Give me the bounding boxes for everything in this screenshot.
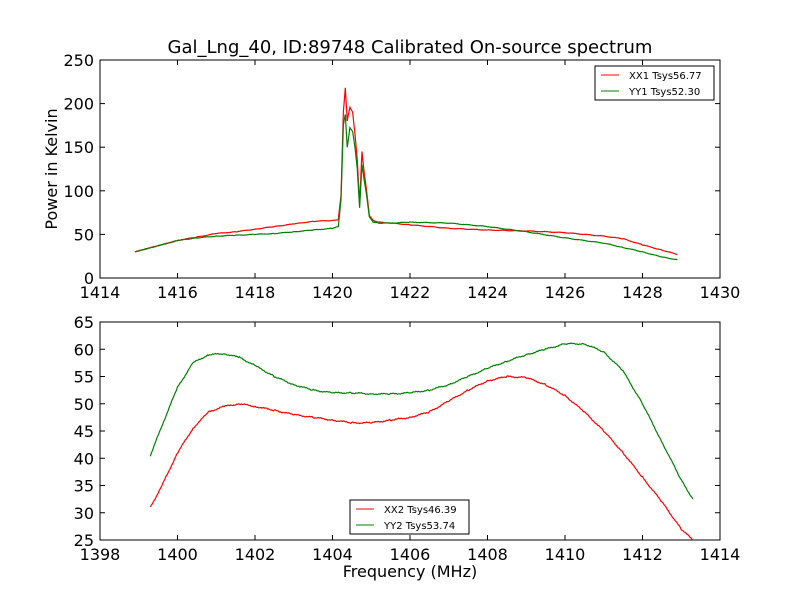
top-xtick-label: 1416	[157, 283, 198, 302]
top-xtick-label: 1426	[545, 283, 586, 302]
top-ytick-label: 200	[63, 95, 94, 114]
legend-label-xx2: XX2 Tsys46.39	[384, 505, 457, 516]
legend-label-yy1: YY1 Tsys52.30	[628, 87, 700, 98]
top-ytick-label: 150	[63, 138, 94, 157]
top-ytick-label: 50	[74, 225, 94, 244]
top-legend: XX1 Tsys56.77 YY1 Tsys52.30	[594, 65, 715, 101]
bottom-xtick-label: 1400	[157, 545, 198, 564]
bottom-panel: Frequency (MHz) 1398 1400 1402 1404 1406 1408…	[74, 313, 741, 581]
bottom-xtick-label: 1402	[235, 545, 276, 564]
bottom-legend: XX2 Tsys46.39 YY2 Tsys53.74	[349, 499, 470, 535]
legend-label-yy2: YY2 Tsys53.74	[383, 521, 455, 532]
bottom-xtick-label: 1412	[622, 545, 663, 564]
bottom-ytick-label: 30	[74, 504, 94, 523]
top-xtick-label: 1424	[467, 283, 508, 302]
bottom-xtick-label: 1404	[312, 545, 353, 564]
top-ytick-label: 0	[84, 269, 94, 288]
top-ylabel: Power in Kelvin	[42, 108, 61, 229]
bottom-xlabel: Frequency (MHz)	[343, 562, 477, 581]
top-xtick-label: 1428	[622, 283, 663, 302]
bottom-ytick-label: 40	[74, 449, 94, 468]
top-series-yy-line	[134, 114, 678, 261]
bottom-ytick-label: 55	[74, 368, 94, 387]
bottom-ytick-label: 65	[74, 313, 94, 332]
top-xtick-label: 1418	[235, 283, 276, 302]
top-legend-box	[594, 65, 715, 101]
bottom-xtick-label: 1398	[80, 545, 121, 564]
bottom-xtick-label: 1410	[545, 545, 586, 564]
chart-title: Gal_Lng_40, ID:89748 Calibrated On-sourc…	[168, 37, 653, 58]
legend-label-xx1: XX1 Tsys56.77	[629, 71, 702, 82]
top-panel: Power in Kelvin 1414 1416 1418 1420 1422 1424…	[42, 51, 740, 302]
bottom-series-xx-line	[149, 375, 694, 540]
bottom-xtick-label: 1408	[467, 545, 508, 564]
bottom-series-yy-line	[149, 342, 694, 500]
top-series-xx-line	[134, 87, 678, 256]
bottom-ytick-label: 25	[74, 531, 94, 550]
bottom-ytick-label: 45	[74, 422, 94, 441]
top-ytick-label: 100	[63, 182, 94, 201]
bottom-ytick-label: 35	[74, 477, 94, 496]
top-xtick-label: 1430	[700, 283, 741, 302]
bottom-xtick-label: 1414	[700, 545, 741, 564]
bottom-ytick-label: 50	[74, 395, 94, 414]
top-xtick-label: 1422	[390, 283, 431, 302]
bottom-ytick-label: 60	[74, 340, 94, 359]
bottom-xtick-label: 1406	[390, 545, 431, 564]
top-xtick-label: 1420	[312, 283, 353, 302]
bottom-legend-box	[349, 499, 470, 535]
top-xtick-label: 1414	[80, 283, 121, 302]
top-ytick-label: 250	[63, 51, 94, 70]
